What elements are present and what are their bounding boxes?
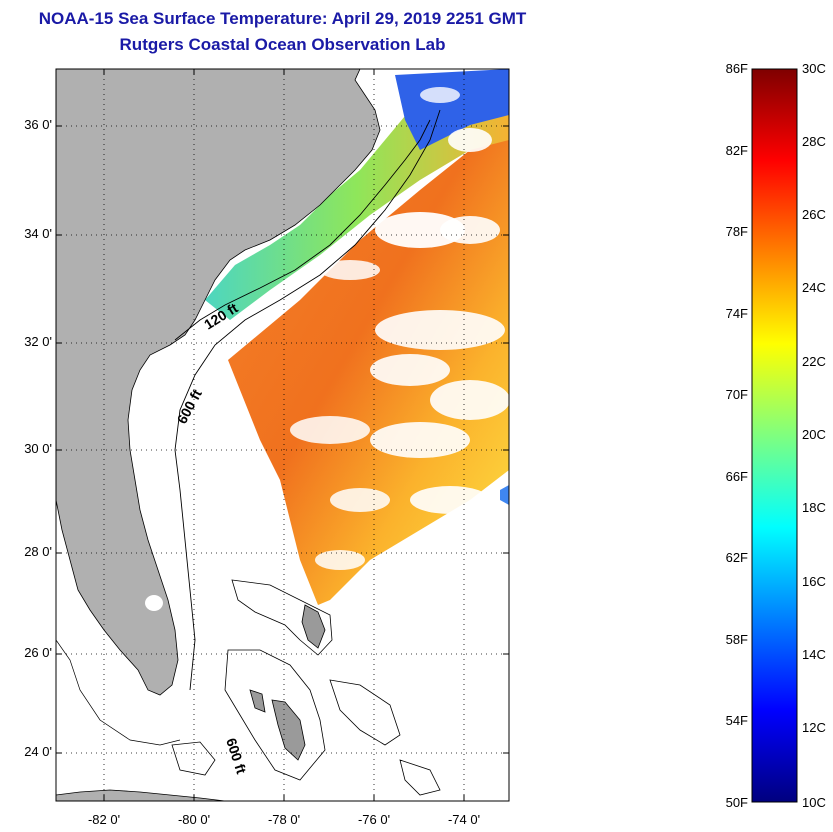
colorbar-c-label: 14C: [802, 647, 826, 662]
colorbar-c-label: 22C: [802, 354, 826, 369]
colorbar-c-label: 30C: [802, 61, 826, 76]
colorbar-f-label: 66F: [725, 469, 748, 484]
colorbar-f-label: 82F: [725, 143, 748, 158]
lon-tick-label: -78 0': [267, 812, 301, 827]
lon-tick-label: -74 0': [447, 812, 481, 827]
sst-cold-north: [395, 69, 509, 150]
cloud-cover: [290, 87, 509, 570]
lon-tick-label: -76 0': [357, 812, 391, 827]
colorbar-c-label: 26C: [802, 207, 826, 222]
graticule: [56, 69, 509, 801]
lake-okeechobee: [145, 595, 163, 611]
colorbar-f-label: 70F: [725, 387, 748, 402]
lon-tick-label: -82 0': [87, 812, 121, 827]
colorbar-c-label: 12C: [802, 720, 826, 735]
land-cuba: [56, 789, 226, 801]
colorbar-f-label: 54F: [725, 713, 748, 728]
contour-120ft: [174, 119, 431, 341]
lat-tick-label: 28 0': [24, 544, 52, 559]
colorbar-c-label: 18C: [802, 500, 826, 515]
map-frame: [55, 68, 510, 802]
colorbar-c-label: 20C: [802, 427, 826, 442]
colorbar-c-label: 24C: [802, 280, 826, 295]
frame-ticks: [56, 69, 509, 801]
colorbar-c-label: 28C: [802, 134, 826, 149]
lat-tick-label: 32 0': [24, 334, 52, 349]
contour-600ft: [174, 109, 441, 691]
colorbar: [751, 68, 798, 803]
contour-shelf-west: [56, 639, 181, 746]
map-subtitle: Rutgers Coastal Ocean Observation Lab: [119, 35, 446, 54]
colorbar-f-label: 62F: [725, 550, 748, 565]
lon-tick-label: -80 0': [177, 812, 211, 827]
map-title: NOAA-15 Sea Surface Temperature: April 2…: [38, 9, 527, 28]
land-us-mainland: [56, 69, 381, 696]
colorbar-f-label: 74F: [725, 306, 748, 321]
sst-swath: [228, 130, 509, 605]
lat-tick-label: 34 0': [24, 226, 52, 241]
lat-tick-label: 24 0': [24, 744, 52, 759]
colorbar-c-label: 10C: [802, 795, 826, 810]
colorbar-f-label: 86F: [725, 61, 748, 76]
colorbar-c-label: 16C: [802, 574, 826, 589]
colorbar-f-label: 50F: [725, 795, 748, 810]
colorbar-f-label: 78F: [725, 224, 748, 239]
bahamas-banks: [171, 579, 441, 796]
land-bahamas: [249, 604, 326, 761]
lat-tick-label: 30 0': [24, 441, 52, 456]
sst-cold-east: [500, 485, 509, 505]
lat-tick-label: 26 0': [24, 645, 52, 660]
lat-tick-label: 36 0': [24, 117, 52, 132]
colorbar-f-label: 58F: [725, 632, 748, 647]
